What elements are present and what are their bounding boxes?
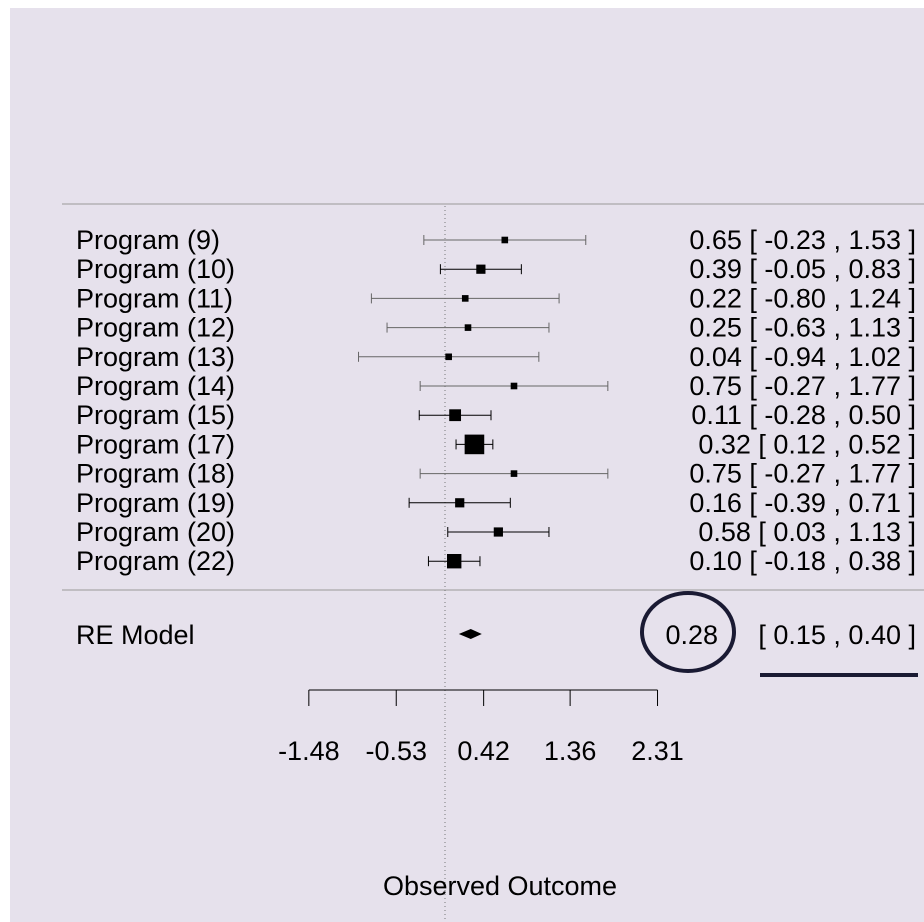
study-row: Program (17) 0.32 [ 0.12 , 0.52 ] xyxy=(76,429,916,459)
tick-label: 2.31 xyxy=(631,736,684,766)
study-label: Program (22) xyxy=(76,546,235,576)
ci-text: 0.25 [ -0.63 , 1.13 ] xyxy=(689,313,916,343)
ci-text: 0.11 [ -0.28 , 0.50 ] xyxy=(691,400,916,430)
study-row: Program (14) 0.75 [ -0.27 , 1.77 ] xyxy=(76,371,916,401)
summary-label: RE Model xyxy=(76,620,195,650)
point-estimate xyxy=(510,382,518,390)
tick-label: 1.36 xyxy=(544,736,597,766)
study-label: Program (20) xyxy=(76,517,235,547)
point-estimate xyxy=(447,554,462,569)
point-estimate xyxy=(461,295,469,302)
study-row: Program (12) 0.25 [ -0.63 , 1.13 ] xyxy=(76,313,916,343)
chart-panel: Program (9) 0.65 [ -0.23 , 1.53 ] Program … xyxy=(10,8,924,922)
highlight-circle xyxy=(640,591,736,673)
study-label: Program (12) xyxy=(76,313,235,343)
point-estimate xyxy=(476,264,486,274)
study-row: Program (20) 0.58 [ 0.03 , 1.13 ] xyxy=(76,517,916,547)
ci-text: 0.39 [ -0.05 , 0.83 ] xyxy=(689,254,916,284)
x-axis: -1.48 -0.53 0.42 1.36 2.31 xyxy=(278,689,684,766)
point-estimate xyxy=(464,434,485,455)
study-label: Program (10) xyxy=(76,254,235,284)
point-estimate xyxy=(501,236,509,244)
ci-text: 0.75 [ -0.27 , 1.77 ] xyxy=(689,371,916,401)
study-label: Program (9) xyxy=(76,225,220,255)
summary-estimate: 0.28 xyxy=(665,620,718,650)
study-label: Program (19) xyxy=(76,488,235,518)
tick-label: -1.48 xyxy=(278,736,340,766)
study-label: Program (14) xyxy=(76,371,235,401)
ci-text: 0.16 [ -0.39 , 0.71 ] xyxy=(689,488,916,518)
point-estimate xyxy=(445,353,452,361)
study-label: Program (18) xyxy=(76,459,235,489)
study-row: Program (15) 0.11 [ -0.28 , 0.50 ] xyxy=(76,400,916,430)
study-label: Program (11) xyxy=(76,283,233,313)
ci-text: 0.58 [ 0.03 , 1.13 ] xyxy=(698,517,916,547)
ci-text: 0.65 [ -0.23 , 1.53 ] xyxy=(689,225,916,255)
tick-label: 0.42 xyxy=(457,736,510,766)
summary-row: RE Model 0.28 [ 0.15 , 0.40 ] xyxy=(76,620,916,650)
point-estimate xyxy=(449,409,462,422)
ci-text: 0.10 [ -0.18 , 0.38 ] xyxy=(689,546,916,576)
ci-text: 0.32 [ 0.12 , 0.52 ] xyxy=(698,429,916,459)
study-label: Program (13) xyxy=(76,342,235,372)
study-row: Program (11) 0.22 [ -0.80 , 1.24 ] xyxy=(76,283,916,313)
point-estimate xyxy=(464,324,472,331)
point-estimate xyxy=(510,470,518,477)
summary-diamond xyxy=(458,629,482,639)
summary-ci: [ 0.15 , 0.40 ] xyxy=(758,620,916,650)
study-row: Program (22) 0.10 [ -0.18 , 0.38 ] xyxy=(76,546,916,576)
study-rows: Program (9) 0.65 [ -0.23 , 1.53 ]Program … xyxy=(76,225,916,576)
forest-plot: Program (9) 0.65 [ -0.23 , 1.53 ]Program … xyxy=(62,203,924,922)
ci-text: 0.04 [ -0.94 , 1.02 ] xyxy=(689,342,916,372)
study-label: Program (17) xyxy=(76,429,235,459)
study-row: Program (13) 0.04 [ -0.94 , 1.02 ] xyxy=(76,342,916,372)
point-estimate xyxy=(493,527,503,537)
annotations xyxy=(640,591,918,677)
separator-lines xyxy=(62,203,924,591)
x-axis-label: Observed Outcome xyxy=(383,871,617,901)
study-row: Program (10) 0.39 [ -0.05 , 0.83 ] xyxy=(76,254,916,284)
ci-text: 0.75 [ -0.27 , 1.77 ] xyxy=(689,459,916,489)
point-estimate xyxy=(455,498,465,508)
study-row: Program (9) 0.65 [ -0.23 , 1.53 ] xyxy=(76,225,916,255)
tick-label: -0.53 xyxy=(365,736,427,766)
study-row: Program (19) 0.16 [ -0.39 , 0.71 ] xyxy=(76,488,916,518)
study-label: Program (15) xyxy=(76,400,235,430)
ci-text: 0.22 [ -0.80 , 1.24 ] xyxy=(689,283,916,313)
study-row: Program (18) 0.75 [ -0.27 , 1.77 ] xyxy=(76,459,916,489)
